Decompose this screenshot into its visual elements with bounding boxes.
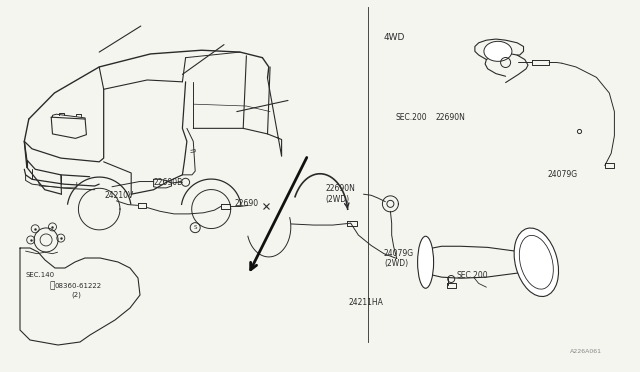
- Text: 22690N: 22690N: [325, 185, 355, 193]
- Ellipse shape: [417, 236, 434, 288]
- Text: 24079G: 24079G: [384, 249, 414, 258]
- Ellipse shape: [484, 41, 512, 61]
- Text: A226A061: A226A061: [570, 349, 602, 354]
- Text: SEC.200: SEC.200: [457, 271, 488, 280]
- Text: SEC.140: SEC.140: [26, 272, 55, 278]
- Ellipse shape: [514, 228, 559, 296]
- Text: (2WD): (2WD): [384, 259, 408, 268]
- Text: (2): (2): [72, 291, 81, 298]
- Text: 22690B: 22690B: [154, 178, 183, 187]
- Text: 24211HA: 24211HA: [349, 298, 383, 307]
- Text: (2WD): (2WD): [325, 195, 349, 203]
- Ellipse shape: [519, 235, 554, 289]
- Text: S: S: [193, 225, 197, 230]
- Text: Ⓝ: Ⓝ: [50, 281, 55, 290]
- Text: 4WD: 4WD: [384, 33, 405, 42]
- Text: 24210V: 24210V: [105, 191, 134, 200]
- Text: 22690N: 22690N: [435, 113, 465, 122]
- Text: 24079G: 24079G: [547, 170, 577, 179]
- Text: 08360-61222: 08360-61222: [54, 283, 102, 289]
- Text: 22690: 22690: [235, 199, 259, 208]
- Text: SEC.200: SEC.200: [396, 113, 427, 122]
